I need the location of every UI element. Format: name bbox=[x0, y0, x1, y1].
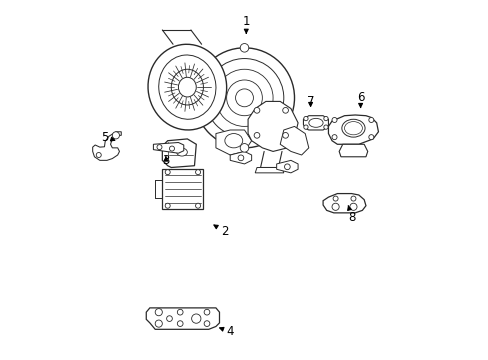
Ellipse shape bbox=[159, 55, 216, 119]
Circle shape bbox=[254, 108, 259, 113]
Circle shape bbox=[177, 309, 183, 315]
Circle shape bbox=[155, 309, 162, 316]
Polygon shape bbox=[146, 308, 219, 329]
Ellipse shape bbox=[308, 118, 323, 127]
Text: 6: 6 bbox=[356, 91, 364, 108]
Polygon shape bbox=[93, 132, 121, 160]
Circle shape bbox=[350, 196, 355, 201]
Ellipse shape bbox=[171, 69, 203, 105]
Circle shape bbox=[368, 135, 373, 140]
Circle shape bbox=[240, 44, 248, 52]
Circle shape bbox=[96, 153, 101, 157]
Circle shape bbox=[165, 203, 170, 208]
Circle shape bbox=[368, 117, 373, 122]
Circle shape bbox=[282, 108, 288, 113]
Polygon shape bbox=[162, 169, 203, 208]
Polygon shape bbox=[303, 116, 328, 130]
Text: 8: 8 bbox=[347, 206, 355, 224]
Circle shape bbox=[332, 196, 337, 201]
Ellipse shape bbox=[344, 122, 362, 135]
Text: 2: 2 bbox=[214, 225, 228, 238]
Ellipse shape bbox=[216, 69, 272, 126]
Circle shape bbox=[203, 321, 209, 327]
Circle shape bbox=[282, 132, 288, 138]
Polygon shape bbox=[280, 126, 308, 155]
Circle shape bbox=[157, 145, 162, 150]
Polygon shape bbox=[153, 143, 183, 153]
Circle shape bbox=[349, 203, 356, 210]
Polygon shape bbox=[247, 102, 298, 152]
Circle shape bbox=[169, 146, 174, 151]
Ellipse shape bbox=[224, 134, 242, 148]
Polygon shape bbox=[255, 167, 283, 173]
Polygon shape bbox=[276, 160, 298, 173]
Circle shape bbox=[191, 314, 201, 323]
Circle shape bbox=[155, 320, 162, 327]
Circle shape bbox=[195, 203, 200, 208]
Circle shape bbox=[238, 155, 244, 161]
Text: 7: 7 bbox=[306, 95, 314, 108]
Polygon shape bbox=[323, 194, 365, 213]
Circle shape bbox=[195, 170, 200, 175]
Text: 1: 1 bbox=[242, 14, 249, 33]
Circle shape bbox=[323, 116, 327, 121]
Text: 3: 3 bbox=[162, 154, 169, 167]
Circle shape bbox=[323, 125, 327, 129]
Polygon shape bbox=[339, 144, 367, 157]
Circle shape bbox=[303, 125, 307, 129]
Circle shape bbox=[240, 144, 248, 152]
Circle shape bbox=[165, 170, 170, 175]
Polygon shape bbox=[162, 139, 196, 167]
Circle shape bbox=[303, 116, 307, 121]
Circle shape bbox=[284, 164, 290, 170]
Ellipse shape bbox=[194, 48, 294, 148]
Ellipse shape bbox=[176, 148, 187, 156]
Ellipse shape bbox=[226, 80, 262, 116]
Polygon shape bbox=[328, 115, 378, 144]
Circle shape bbox=[331, 135, 336, 140]
Circle shape bbox=[203, 309, 209, 315]
Ellipse shape bbox=[178, 77, 196, 97]
Ellipse shape bbox=[148, 44, 226, 130]
Circle shape bbox=[254, 132, 259, 138]
Circle shape bbox=[177, 321, 183, 327]
Circle shape bbox=[166, 316, 172, 321]
Ellipse shape bbox=[205, 59, 283, 137]
Circle shape bbox=[331, 117, 336, 122]
Polygon shape bbox=[216, 130, 251, 155]
Polygon shape bbox=[230, 152, 251, 164]
Text: 4: 4 bbox=[219, 325, 233, 338]
Circle shape bbox=[112, 132, 119, 139]
Circle shape bbox=[331, 203, 339, 210]
Ellipse shape bbox=[235, 89, 253, 107]
Text: 5: 5 bbox=[102, 131, 115, 144]
Ellipse shape bbox=[341, 119, 365, 137]
